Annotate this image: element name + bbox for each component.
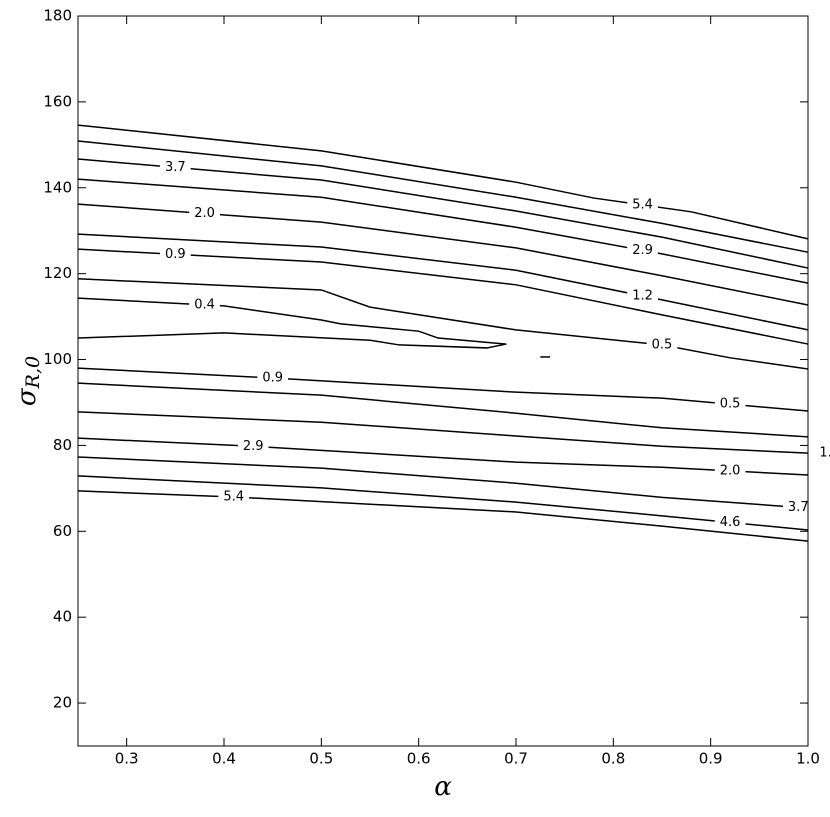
contour-line xyxy=(77,140,809,253)
x-tick-label: 0.4 xyxy=(212,750,236,768)
contour-label: 1.2 xyxy=(632,288,653,303)
contour-label: 0.9 xyxy=(165,247,186,262)
y-tick-label: 180 xyxy=(43,7,72,25)
contour-line xyxy=(77,158,809,269)
contour-label-bg xyxy=(189,205,220,221)
contour-label: 0.5 xyxy=(652,337,673,352)
contour-label-bg xyxy=(782,499,814,515)
y-tick-label: 40 xyxy=(53,608,72,626)
y-axis-label: σR,0 xyxy=(12,356,44,406)
contour-line xyxy=(77,367,809,412)
contour-label-bg xyxy=(714,514,746,530)
y-tick-label: 60 xyxy=(53,522,72,540)
contour-label-bg xyxy=(189,297,220,313)
contour-line xyxy=(77,297,507,349)
x-axis-label: α xyxy=(434,772,452,802)
contour-line xyxy=(77,382,809,438)
contour-label: 4.6 xyxy=(720,515,741,530)
x-tick-label: 0.6 xyxy=(407,750,431,768)
y-axis-subscript: R,0 xyxy=(22,356,44,389)
contour-label-bg xyxy=(627,197,658,213)
contour-label-bg xyxy=(218,489,250,505)
contour-line xyxy=(77,490,809,542)
contour-label-bg xyxy=(814,445,830,461)
contour-label: 0.9 xyxy=(262,370,283,385)
contour-line xyxy=(77,411,809,454)
x-tick-label: 1.0 xyxy=(796,750,820,768)
x-tick-label: 0.7 xyxy=(504,750,528,768)
contour-label: 1. xyxy=(819,446,830,461)
contour-label: 0.4 xyxy=(194,297,215,312)
contour-line xyxy=(77,278,809,370)
y-tick-label: 140 xyxy=(43,178,72,196)
contour-line xyxy=(77,248,809,345)
contour-label: 2.0 xyxy=(720,463,741,478)
y-tick-label: 20 xyxy=(53,694,72,712)
contour-line xyxy=(77,456,809,509)
contour-label: 3.7 xyxy=(165,160,186,175)
contour-label: 0.5 xyxy=(720,397,741,412)
contour-line xyxy=(77,203,809,306)
contour-label-bg xyxy=(159,159,191,175)
plot-frame xyxy=(77,15,809,747)
contour-label-bg xyxy=(714,463,746,479)
contour-line xyxy=(77,178,809,284)
y-tick-label: 80 xyxy=(53,436,72,454)
contour-label-bg xyxy=(257,370,289,386)
contour-line xyxy=(77,437,809,476)
y-tick-label: 120 xyxy=(43,264,72,282)
contour-label: 3.7 xyxy=(788,500,809,515)
contour-label-bg xyxy=(646,337,678,353)
contour-label-bg xyxy=(159,246,191,262)
contour-label-bg xyxy=(627,242,658,258)
y-tick-label: 100 xyxy=(43,350,72,368)
contour-label: 5.4 xyxy=(223,489,244,504)
contour-label: 2.0 xyxy=(194,206,215,221)
x-tick-label: 0.9 xyxy=(699,750,723,768)
contour-label: 2.9 xyxy=(632,243,653,258)
x-tick-label: 0.8 xyxy=(601,750,625,768)
contour-label-bg xyxy=(627,288,658,304)
x-tick-label: 0.5 xyxy=(309,750,333,768)
contour-label: 2.9 xyxy=(243,439,264,454)
contour-label-bg xyxy=(237,438,269,454)
contour-label-bg xyxy=(714,396,746,412)
x-tick-label: 0.3 xyxy=(115,750,139,768)
y-tick-label: 160 xyxy=(43,92,72,110)
contour-line xyxy=(77,233,809,331)
y-axis-symbol: σ xyxy=(12,387,42,406)
contour-line xyxy=(77,124,809,240)
contour-line xyxy=(77,475,809,531)
contour-label: 5.4 xyxy=(632,197,653,212)
